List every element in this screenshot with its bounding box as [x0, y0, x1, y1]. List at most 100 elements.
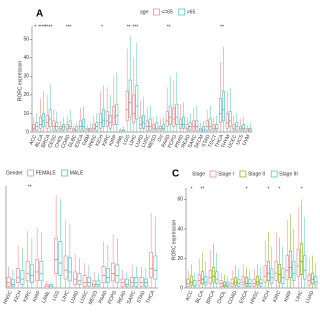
box: [189, 275, 194, 286]
box: [63, 255, 68, 280]
significance-label: *: [34, 24, 36, 30]
x-tick-label: KIRP: [108, 133, 119, 147]
x-tick-label: LGG: [122, 134, 132, 146]
box: [101, 266, 106, 283]
x-tick-label: KICH: [261, 290, 272, 304]
x-tick-label: DLBC: [67, 134, 78, 149]
box: [263, 265, 267, 283]
x-tick-label: ACC: [185, 290, 195, 302]
box: [182, 116, 185, 129]
box: [111, 262, 116, 282]
significance-label: *: [268, 186, 270, 192]
significance-label: ***: [132, 24, 138, 30]
legend-key: [209, 170, 217, 178]
y-axis-label: RORC expression: [171, 220, 177, 261]
box: [135, 85, 139, 120]
y-tick-label: 0: [180, 285, 183, 291]
significance-label: ****: [38, 24, 46, 30]
legend-key: [178, 8, 186, 16]
panel-label: A: [36, 9, 43, 20]
x-tick-label: LIHC: [128, 134, 138, 147]
box: [148, 118, 152, 131]
x-tick-label: GBM: [81, 134, 91, 147]
box: [10, 278, 15, 287]
box: [244, 277, 249, 287]
box: [296, 249, 300, 277]
x-tick-label: KIRP: [32, 289, 43, 303]
x-tick-label: LAML: [114, 134, 125, 149]
box: [142, 115, 145, 129]
box: [48, 109, 52, 127]
x-tick-label: UCS: [235, 133, 245, 146]
box: [132, 94, 136, 124]
box: [215, 124, 219, 131]
x-tick-label: LUAD: [69, 290, 80, 305]
box: [115, 103, 119, 125]
box: [35, 259, 40, 282]
significance-label: *: [301, 186, 303, 192]
y-tick-label: 60: [177, 197, 183, 203]
significance-label: **: [220, 24, 224, 30]
x-tick-label: KICH: [13, 290, 24, 304]
legend-title: Stage: [192, 171, 205, 177]
x-tick-label: OV: [157, 133, 166, 143]
x-tick-label: KIRP: [283, 289, 294, 303]
y-tick-label: 10: [23, 111, 29, 117]
box: [152, 124, 156, 131]
box: [153, 255, 158, 280]
box: [186, 278, 190, 287]
box: [165, 111, 169, 127]
x-tick-label: CHOL: [216, 290, 227, 305]
x-tick-label: BLCA: [34, 133, 45, 148]
box: [39, 116, 42, 129]
legend-key: [270, 170, 278, 178]
x-tick-label: LUAD: [304, 290, 315, 305]
box: [105, 111, 109, 127]
box: [67, 257, 72, 282]
box: [102, 109, 105, 127]
box: [179, 118, 182, 129]
box: [303, 255, 307, 280]
x-tick-label: LIHC: [61, 290, 71, 303]
x-tick-label: HNSC: [2, 290, 14, 306]
box: [79, 120, 82, 131]
box: [96, 280, 101, 287]
legend-title: age: [140, 9, 149, 15]
box: [230, 278, 234, 287]
box: [310, 272, 315, 284]
box: [25, 260, 30, 282]
box: [125, 90, 129, 122]
x-tick-label: BRCA: [205, 289, 217, 305]
box: [32, 124, 36, 131]
legend-key: [239, 170, 247, 178]
box: [105, 268, 110, 283]
box: [292, 261, 296, 281]
x-tick-label: CHOL: [54, 134, 65, 149]
significance-label: **: [28, 184, 32, 190]
box: [99, 113, 102, 129]
box: [149, 252, 154, 278]
x-tick-label: MESO: [147, 134, 159, 150]
box: [75, 126, 79, 133]
box: [281, 268, 285, 284]
x-tick-label: COAD: [60, 134, 72, 150]
box: [266, 261, 271, 281]
box: [242, 124, 245, 131]
box: [175, 103, 179, 125]
box: [162, 124, 165, 131]
box: [307, 274, 311, 286]
x-tick-label: LUSC: [79, 290, 90, 305]
box: [128, 79, 132, 118]
box: [86, 277, 91, 287]
box: [68, 120, 72, 129]
panel-label: C: [172, 169, 179, 180]
legend-title: Gender: [6, 170, 23, 176]
legend-label: Stage III: [279, 171, 298, 177]
box: [155, 122, 159, 131]
box: [200, 271, 205, 284]
box: [277, 264, 282, 283]
box: [193, 280, 197, 287]
legend-label: FEMALE: [36, 170, 57, 176]
x-tick-label: HNSC: [87, 134, 99, 150]
box: [16, 268, 21, 283]
